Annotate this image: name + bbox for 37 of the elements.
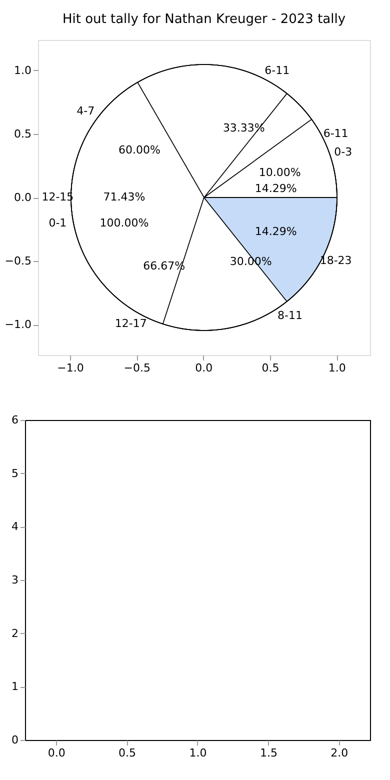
y-tick-label: 1.0 bbox=[14, 64, 32, 77]
data-label: 14.29% bbox=[254, 182, 297, 195]
y-tick-label: 1 bbox=[12, 680, 18, 694]
slice-label: 12-17 bbox=[114, 317, 147, 330]
x-tick-label: 0.5 bbox=[262, 362, 280, 374]
x-tick-label: 0.0 bbox=[48, 746, 66, 760]
y-tick-label: 0 bbox=[12, 734, 18, 746]
slice-label: 4-7 bbox=[76, 104, 95, 118]
x-tick-label: 0.5 bbox=[118, 746, 136, 760]
slice-label: 18-23 bbox=[320, 254, 352, 267]
data-label: 10.00% bbox=[258, 166, 301, 179]
data-label: 71.43% bbox=[103, 190, 146, 204]
y-tick-label: 2 bbox=[12, 626, 18, 640]
y-tick-label: 0.0 bbox=[14, 191, 32, 204]
slice-label: 0-1 bbox=[48, 216, 67, 230]
x-tick-label: −0.5 bbox=[124, 362, 151, 374]
x-tick-label: −1.0 bbox=[57, 362, 84, 374]
slice-label: 8-11 bbox=[278, 308, 302, 322]
data-label: 60.00% bbox=[118, 144, 160, 157]
chart-title: Hit out tally for Nathan Kreuger - 2023 tally bbox=[62, 12, 346, 27]
y-tick-label: 5 bbox=[12, 466, 18, 480]
slice-label: 0-3 bbox=[334, 145, 352, 158]
y-tick-label: −0.5 bbox=[4, 254, 32, 268]
x-tick-label: 1.0 bbox=[189, 746, 207, 760]
slice-label: 6-11 bbox=[323, 127, 348, 140]
data-label: 100.00% bbox=[100, 216, 149, 230]
data-label: 14.29% bbox=[254, 225, 297, 238]
x-tick-label: 1.5 bbox=[260, 746, 278, 760]
y-tick-label: 3 bbox=[12, 574, 18, 586]
slice-label: 6-11 bbox=[264, 64, 290, 77]
y-tick-label: 6 bbox=[12, 414, 18, 426]
y-tick-label: 4 bbox=[12, 520, 18, 534]
x-tick-label: 1.0 bbox=[328, 362, 346, 374]
y-tick-label: −1.0 bbox=[4, 318, 32, 332]
y-tick-label: 0.5 bbox=[14, 127, 32, 140]
x-tick-label: 0.0 bbox=[195, 362, 213, 374]
x-tick-label: 2.0 bbox=[330, 746, 348, 760]
